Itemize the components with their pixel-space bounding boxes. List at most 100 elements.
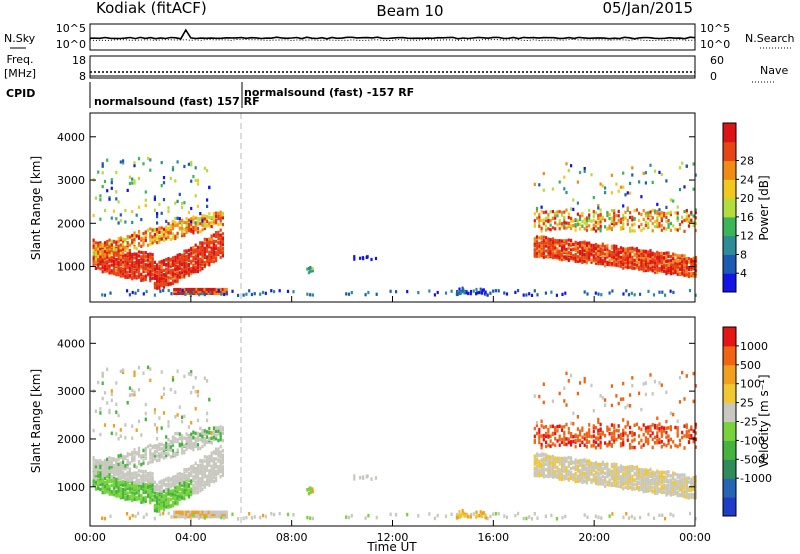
velocity-echo-cell — [201, 512, 204, 517]
power-echo-cell — [151, 269, 154, 273]
power-echo-cell — [633, 258, 636, 262]
velocity-echo-cell — [558, 391, 561, 396]
power-echo-cell — [108, 238, 111, 242]
power-echo-cell — [99, 255, 102, 259]
power-echo-cell — [567, 242, 570, 246]
velocity-echo-cell — [176, 494, 179, 499]
velocity-echo-cell — [626, 485, 629, 490]
power-echo-cell — [644, 223, 647, 227]
power-echo-cell — [135, 274, 138, 278]
velocity-echo-cell — [196, 475, 200, 480]
velocity-echo-cell — [112, 485, 116, 490]
velocity-echo-cell — [309, 486, 312, 490]
velocity-echo-cell — [108, 473, 111, 477]
power-echo-cell — [538, 183, 541, 187]
velocity-echo-cell — [135, 480, 138, 485]
power-echo-cell — [187, 257, 190, 261]
power-echo-cell — [169, 231, 172, 235]
velocity-echo-cell — [547, 454, 550, 459]
velocity-echo-cell — [599, 427, 602, 431]
velocity-echo-cell — [196, 487, 200, 491]
power-echo-cell — [309, 266, 312, 270]
power-echo-cell — [160, 226, 163, 230]
power-colorbar-seg-0 — [723, 273, 736, 293]
power-echo-cell — [201, 254, 204, 258]
power-echo-cell — [192, 226, 195, 230]
velocity-echo-cell — [604, 403, 607, 407]
power-echo-cell — [669, 213, 672, 217]
velocity-echo-cell — [615, 394, 618, 398]
nsearch-tick-top: 10^5 — [700, 22, 730, 35]
velocity-echo-cell — [549, 457, 552, 461]
velocity-echo-cell — [126, 454, 129, 458]
power-colorbar-seg-4 — [723, 198, 736, 218]
power-echo-cell — [124, 253, 127, 257]
velocity-echo-cell — [642, 471, 645, 475]
velocity-echo-cell — [106, 401, 109, 405]
velocity-echo-cell — [181, 477, 184, 481]
velocity-echo-cell — [219, 444, 222, 449]
power-echo-cell — [187, 229, 190, 233]
power-echo-cell — [101, 265, 104, 270]
power-echo-cell — [665, 269, 668, 274]
velocity-echo-cell — [199, 446, 202, 451]
velocity-echo-cell — [613, 479, 616, 484]
velocity-echo-cell — [225, 515, 229, 519]
power-echo-cell — [572, 223, 575, 228]
power-echo-cell — [181, 253, 184, 257]
power-echo-cell — [135, 265, 138, 270]
power-echo-cell — [112, 251, 116, 255]
power-echo-cell — [585, 244, 588, 248]
velocity-echo-cell — [208, 473, 211, 478]
velocity-echo-cell — [551, 458, 554, 463]
velocity-echo-cell — [165, 488, 168, 492]
velocity-echo-cell — [149, 471, 152, 475]
velocity-echo-cell — [221, 426, 224, 430]
velocity-echo-cell — [649, 424, 652, 429]
power-echo-cell — [92, 244, 95, 248]
velocity-echo-cell — [542, 463, 545, 467]
velocity-echo-cell — [626, 479, 629, 483]
velocity-echo-cell — [183, 483, 186, 488]
velocity-echo-cell — [167, 452, 170, 456]
power-echo-cell — [475, 292, 478, 296]
velocity-echo-cell — [103, 458, 107, 463]
power-echo-cell — [147, 243, 150, 247]
velocity-echo-cell — [156, 444, 159, 448]
power-echo-cell — [203, 247, 206, 251]
velocity-echo-cell — [624, 469, 627, 474]
power-echo-cell — [694, 211, 697, 215]
velocity-echo-cell — [347, 515, 351, 520]
velocity-echo-cell — [183, 471, 186, 476]
velocity-echo-cell — [592, 465, 595, 469]
velocity-echo-cell — [117, 485, 120, 490]
velocity-echo-cell — [579, 475, 582, 479]
velocity-echo-cell — [545, 434, 548, 439]
velocity-echo-cell — [101, 381, 104, 386]
velocity-echo-cell — [565, 403, 568, 407]
power-echo-cell — [547, 218, 550, 222]
power-echo-cell — [171, 219, 175, 224]
power-echo-cell — [681, 220, 684, 224]
velocity-echo-cell — [579, 470, 582, 475]
power-cbar-label-6: 28 — [740, 155, 754, 168]
power-echo-cell — [278, 289, 281, 293]
velocity-echo-cell — [165, 497, 168, 501]
velocity-echo-cell — [581, 468, 584, 473]
power-echo-cell — [538, 246, 541, 250]
velocity-echo-cell — [212, 463, 215, 468]
velocity-echo-cell — [196, 447, 200, 451]
power-echo-cell — [128, 181, 131, 186]
velocity-echo-cell — [119, 491, 122, 495]
velocity-echo-cell — [167, 491, 170, 495]
velocity-echo-cell — [131, 484, 134, 488]
velocity-echo-cell — [212, 471, 215, 475]
velocity-echo-cell — [660, 486, 663, 491]
power-echo-cell — [545, 228, 548, 232]
power-colorbar-frame — [722, 122, 737, 293]
power-echo-cell — [683, 210, 686, 214]
velocity-echo-cell — [597, 467, 600, 472]
power-echo-cell — [647, 259, 650, 263]
velocity-echo-cell — [174, 415, 177, 419]
